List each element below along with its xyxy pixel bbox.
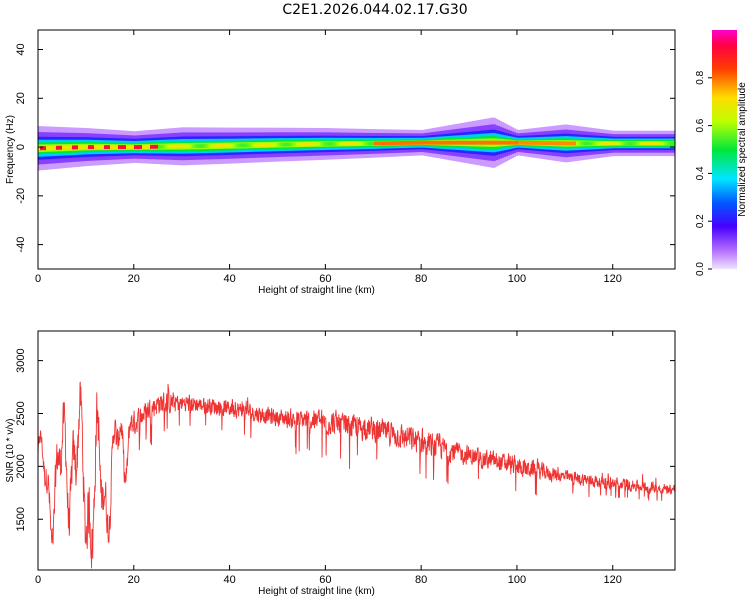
bottom-x-tick-label: 100: [508, 574, 526, 586]
colorbar-tick-label: 0.8: [695, 70, 706, 84]
top-x-axis-label: Height of straight line (km): [258, 285, 375, 296]
top-y-axis-label: Frequency (Hz): [5, 115, 16, 184]
colorbar: [712, 30, 737, 270]
bottom-plot-frame: [37, 330, 676, 571]
colorbar-tick-label: 0.0: [695, 262, 706, 276]
top-y-tick-label: 0: [15, 144, 27, 150]
page-title: C2E1.2026.044.02.17.G30: [282, 2, 468, 18]
colorbar-tick-label: 0.2: [695, 214, 706, 228]
top-x-tick-label: 20: [128, 273, 140, 285]
bottom-y-tick-label: 2000: [15, 454, 27, 478]
bottom-y-axis-label: SNR (10 * v/v): [5, 419, 16, 483]
bottom-x-axis-label: Height of straight line (km): [258, 586, 375, 597]
top-y-tick-label: 20: [15, 92, 27, 104]
bottom-x-tick-label: 20: [128, 574, 140, 586]
bottom-x-tick-label: 60: [319, 574, 331, 586]
colorbar-label: Normalized spectral amplitude: [737, 82, 748, 217]
bottom-y-tick-label: 2500: [15, 401, 27, 425]
heatmap-ridge: [38, 117, 675, 171]
snr-series-line: [38, 381, 675, 569]
colorbar-tick-label: 0.6: [695, 118, 706, 132]
top-plot-frame: [37, 29, 676, 270]
top-y-tick-label: 40: [15, 43, 27, 55]
colorbar-tick-label: 0.4: [695, 166, 706, 180]
bottom-x-tick-label: 120: [604, 574, 622, 586]
bottom-x-tick-label: 40: [223, 574, 235, 586]
bottom-x-tick-label: 80: [415, 574, 427, 586]
bottom-x-tick-label: 0: [35, 574, 41, 586]
top-x-tick-label: 120: [604, 273, 622, 285]
top-y-tick-label: -40: [15, 237, 27, 253]
top-x-tick-label: 100: [508, 273, 526, 285]
bottom-y-tick-label: 1500: [15, 507, 27, 531]
top-y-tick-label: -20: [15, 188, 27, 204]
top-x-tick-label: 80: [415, 273, 427, 285]
bottom-y-tick-label: 3000: [15, 348, 27, 372]
top-x-tick-label: 0: [35, 273, 41, 285]
top-x-tick-label: 60: [319, 273, 331, 285]
top-x-tick-label: 40: [223, 273, 235, 285]
